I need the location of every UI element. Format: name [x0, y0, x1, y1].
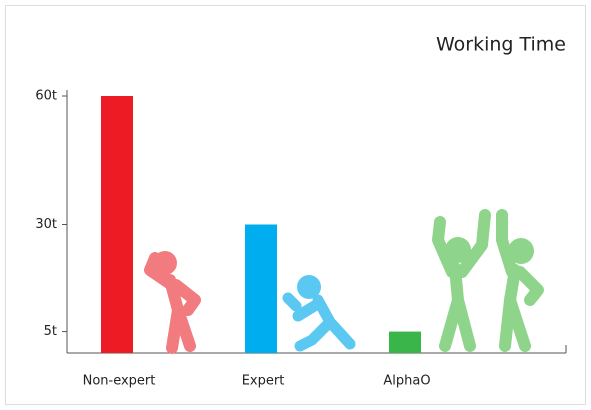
x-tick-label: AlphaO	[383, 374, 430, 389]
chart: Working Time 5t 30t 60t Non-expert Expert Alp…	[0, 0, 591, 410]
y-tick-label: 5t	[44, 324, 57, 339]
y-tick-label: 30t	[35, 217, 57, 232]
x-tick-label: Expert	[242, 374, 285, 389]
bar	[389, 332, 421, 353]
figure-confused	[150, 251, 195, 348]
bar	[245, 225, 277, 354]
x-tick-label: Non-expert	[83, 374, 156, 389]
chart-title: Working Time	[436, 34, 566, 56]
figure-happy-1	[438, 215, 485, 346]
y-tick-label: 60t	[35, 89, 57, 104]
bar	[101, 96, 133, 353]
figure-happy-2	[502, 215, 538, 346]
figure-worker	[288, 275, 350, 346]
